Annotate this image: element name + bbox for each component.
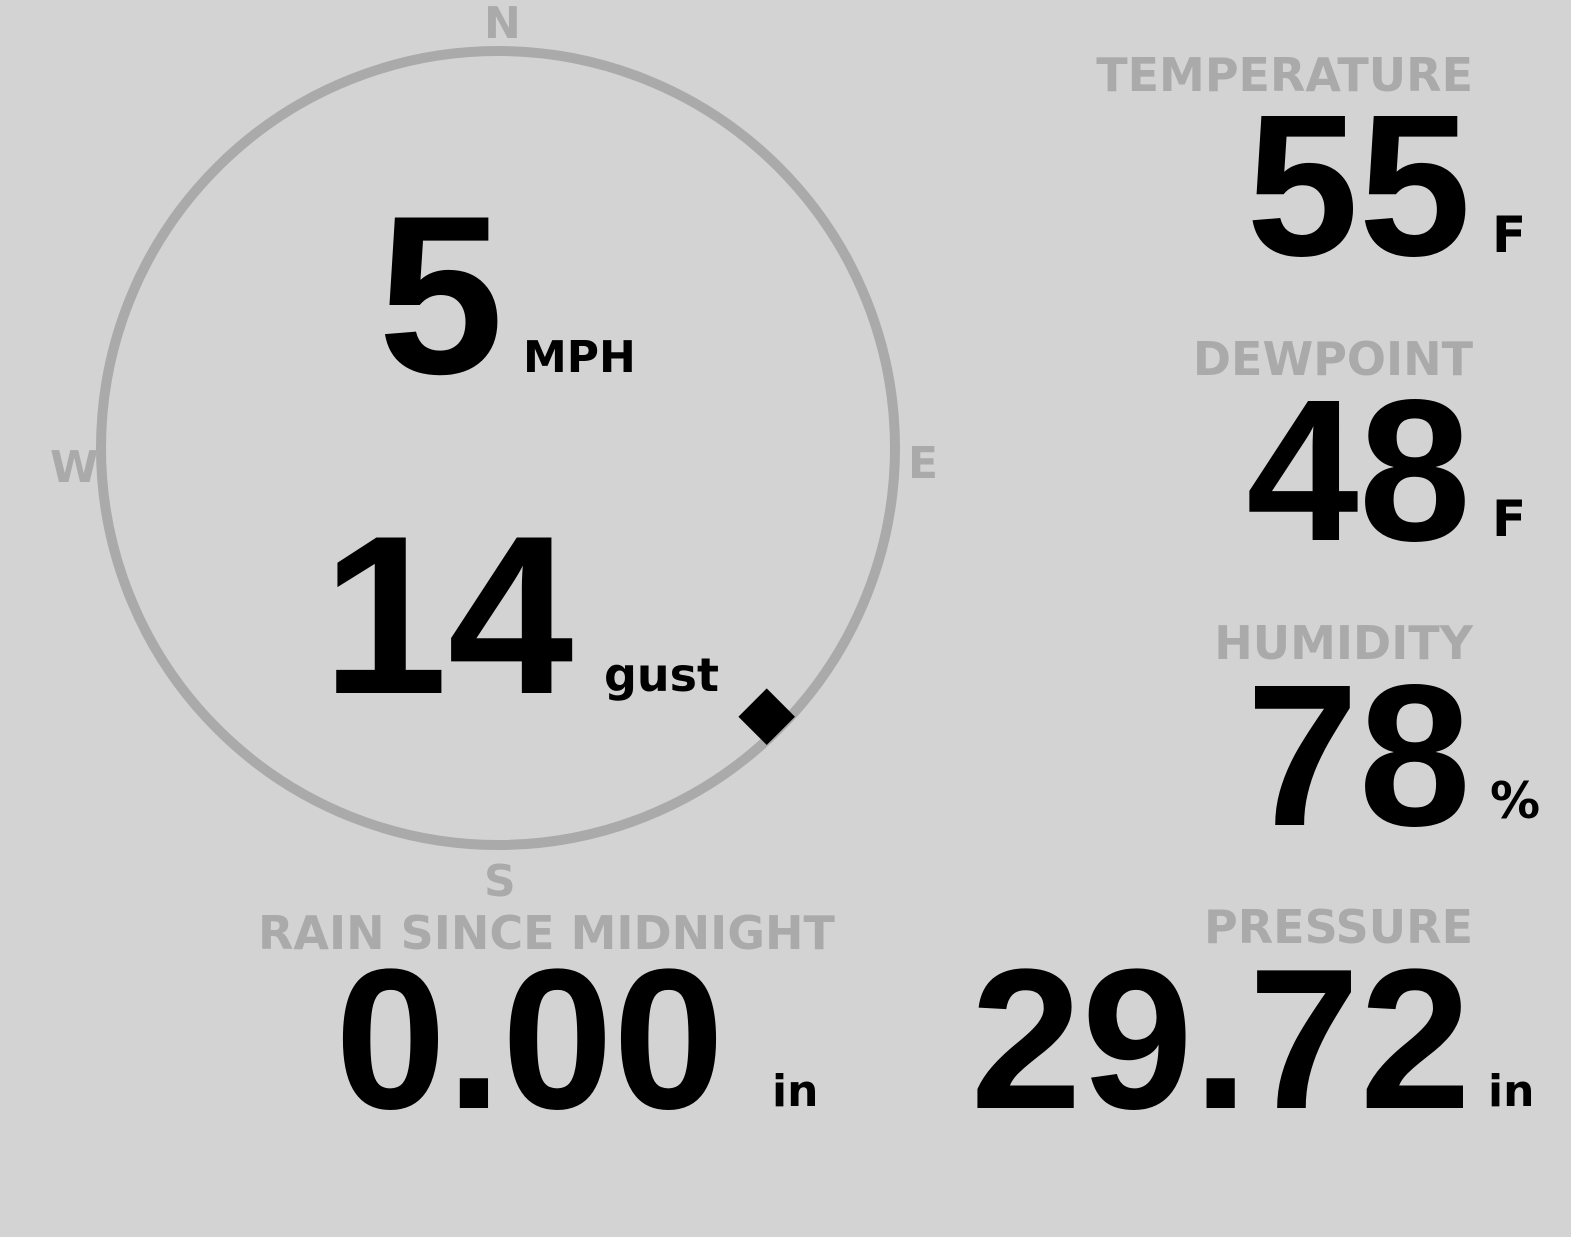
rain-label: RAIN SINCE MIDNIGHT <box>258 906 835 960</box>
wind-speed: 5 <box>378 168 504 421</box>
wind-speed-unit: MPH <box>523 332 636 383</box>
temperature-label: TEMPERATURE <box>1096 48 1473 102</box>
compass-n: N <box>484 0 521 49</box>
pressure-label: PRESSURE <box>1204 900 1473 954</box>
pressure-value: 29.72 <box>970 928 1472 1151</box>
temperature-unit: F <box>1492 206 1527 264</box>
compass-e: E <box>908 438 939 489</box>
humidity-unit: % <box>1490 772 1541 830</box>
compass-w: W <box>50 442 99 493</box>
compass-s: S <box>484 856 516 907</box>
dewpoint-value: 48 <box>1246 357 1471 583</box>
wind-gust: 14 <box>322 488 574 741</box>
humidity-value: 78 <box>1246 642 1471 868</box>
humidity-label: HUMIDITY <box>1214 616 1473 670</box>
pressure-unit: in <box>1488 1066 1535 1117</box>
wind-direction-marker <box>738 688 795 745</box>
wind-gust-label: gust <box>604 648 720 702</box>
rain-value: 0.00 <box>335 928 725 1151</box>
dewpoint-unit: F <box>1492 490 1527 548</box>
dewpoint-label: DEWPOINT <box>1192 332 1473 386</box>
compass-ring <box>96 46 900 850</box>
rain-unit: in <box>772 1066 819 1117</box>
temperature-value: 55 <box>1246 72 1471 298</box>
